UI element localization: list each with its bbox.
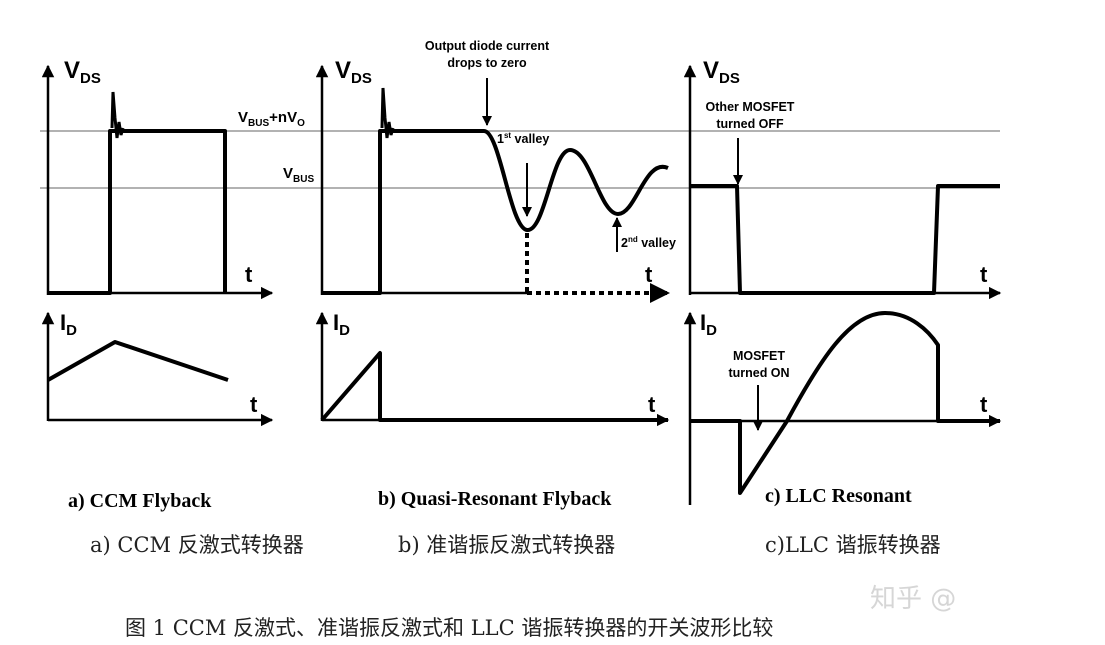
caption-a-en: a) CCM Flyback — [68, 490, 212, 512]
vds-waveform — [322, 129, 669, 295]
caption-b-cn: b) 准谐振反激式转换器 — [398, 533, 615, 557]
panel-a-vds: VDS t — [41, 57, 274, 300]
panel-b-id: ID t — [315, 310, 670, 427]
panel-a-id: ID t — [41, 310, 274, 427]
figure-caption: 图 1 CCM 反激式、准谐振反激式和 LLC 谐振转换器的开关波形比较 — [125, 616, 773, 640]
on-annotation: MOSFET — [733, 349, 785, 363]
caption-a-cn: a) CCM 反激式转换器 — [90, 533, 304, 557]
valley1-label: 1st valley — [497, 131, 549, 146]
on-annotation: turned ON — [728, 366, 789, 380]
vds-label: VDS — [703, 57, 740, 87]
vbus-nvo-label: VBUS+nVO — [238, 109, 305, 129]
t-label: t — [250, 392, 258, 417]
panel-b-vds: VDS t Output diode current drops to zero… — [315, 39, 676, 303]
caption-c-en: c) LLC Resonant — [765, 485, 912, 507]
vbus-label: VBUS — [283, 165, 314, 185]
vds-label: VDS — [335, 57, 372, 87]
id-waveform — [690, 311, 1000, 495]
vds-waveform — [48, 129, 227, 295]
id-label: ID — [333, 310, 350, 339]
t-label: t — [980, 262, 988, 287]
id-label: ID — [60, 310, 77, 339]
vds-label: VDS — [64, 57, 101, 87]
diode-annotation: drops to zero — [447, 56, 527, 70]
t-label: t — [245, 262, 253, 287]
diode-annotation: Output diode current — [425, 39, 550, 53]
panel-c-id: ID t MOSFET turned ON — [683, 310, 1002, 505]
other-off-annotation: Other MOSFET — [706, 100, 795, 114]
other-off-annotation: turned OFF — [716, 117, 784, 131]
caption-b-en: b) Quasi-Resonant Flyback — [378, 488, 612, 510]
t-label: t — [645, 262, 653, 287]
id-label: ID — [700, 310, 717, 339]
vds-waveform — [690, 184, 1000, 295]
t-label: t — [980, 392, 988, 417]
caption-c-cn: c)LLC 谐振转换器 — [765, 533, 941, 557]
id-waveform — [320, 351, 668, 422]
ringing-spike — [380, 87, 395, 139]
watermark: 知乎 @ — [870, 584, 956, 614]
t-label: t — [648, 392, 656, 417]
panel-c-vds: VDS t Other MOSFET turned OFF — [683, 57, 1002, 300]
ringing-spike — [110, 91, 125, 139]
id-waveform — [47, 340, 229, 382]
valley2-label: 2nd valley — [621, 235, 676, 250]
